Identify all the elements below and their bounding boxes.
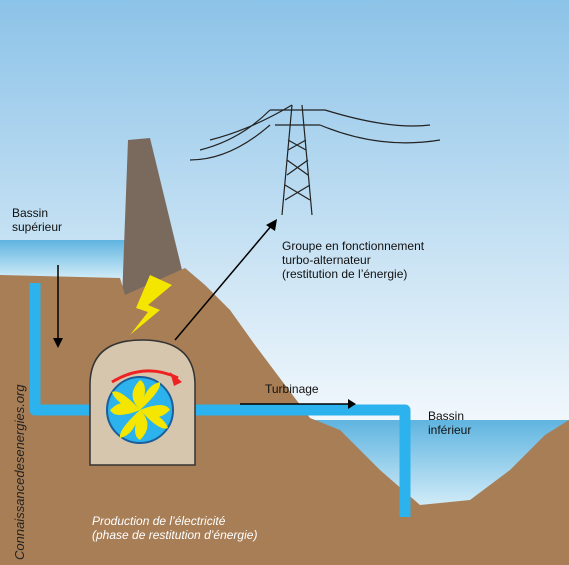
label: Production de l’électricité [92, 514, 226, 528]
pylon [189, 104, 441, 216]
label: Groupe en fonctionnement [282, 239, 425, 253]
arrowhead [170, 372, 182, 386]
label: (phase de restitution d’énergie) [92, 528, 257, 542]
label: Bassin [12, 206, 48, 220]
lightning [130, 275, 172, 335]
pipe [29, 283, 411, 517]
site-credit: Connaissancedesenergies.org [12, 384, 27, 560]
label: supérieur [12, 220, 62, 234]
arrows [57, 224, 350, 405]
label: Turbinage [265, 382, 319, 396]
label: (restitution de l’énergie) [282, 267, 407, 281]
label: Bassin [428, 409, 464, 423]
arrowheads [53, 219, 356, 409]
label: inférieur [428, 423, 471, 437]
dam [122, 138, 182, 300]
label: turbo-alternateur [282, 253, 371, 267]
upper-water [0, 240, 130, 280]
turbine-blades [110, 380, 170, 440]
